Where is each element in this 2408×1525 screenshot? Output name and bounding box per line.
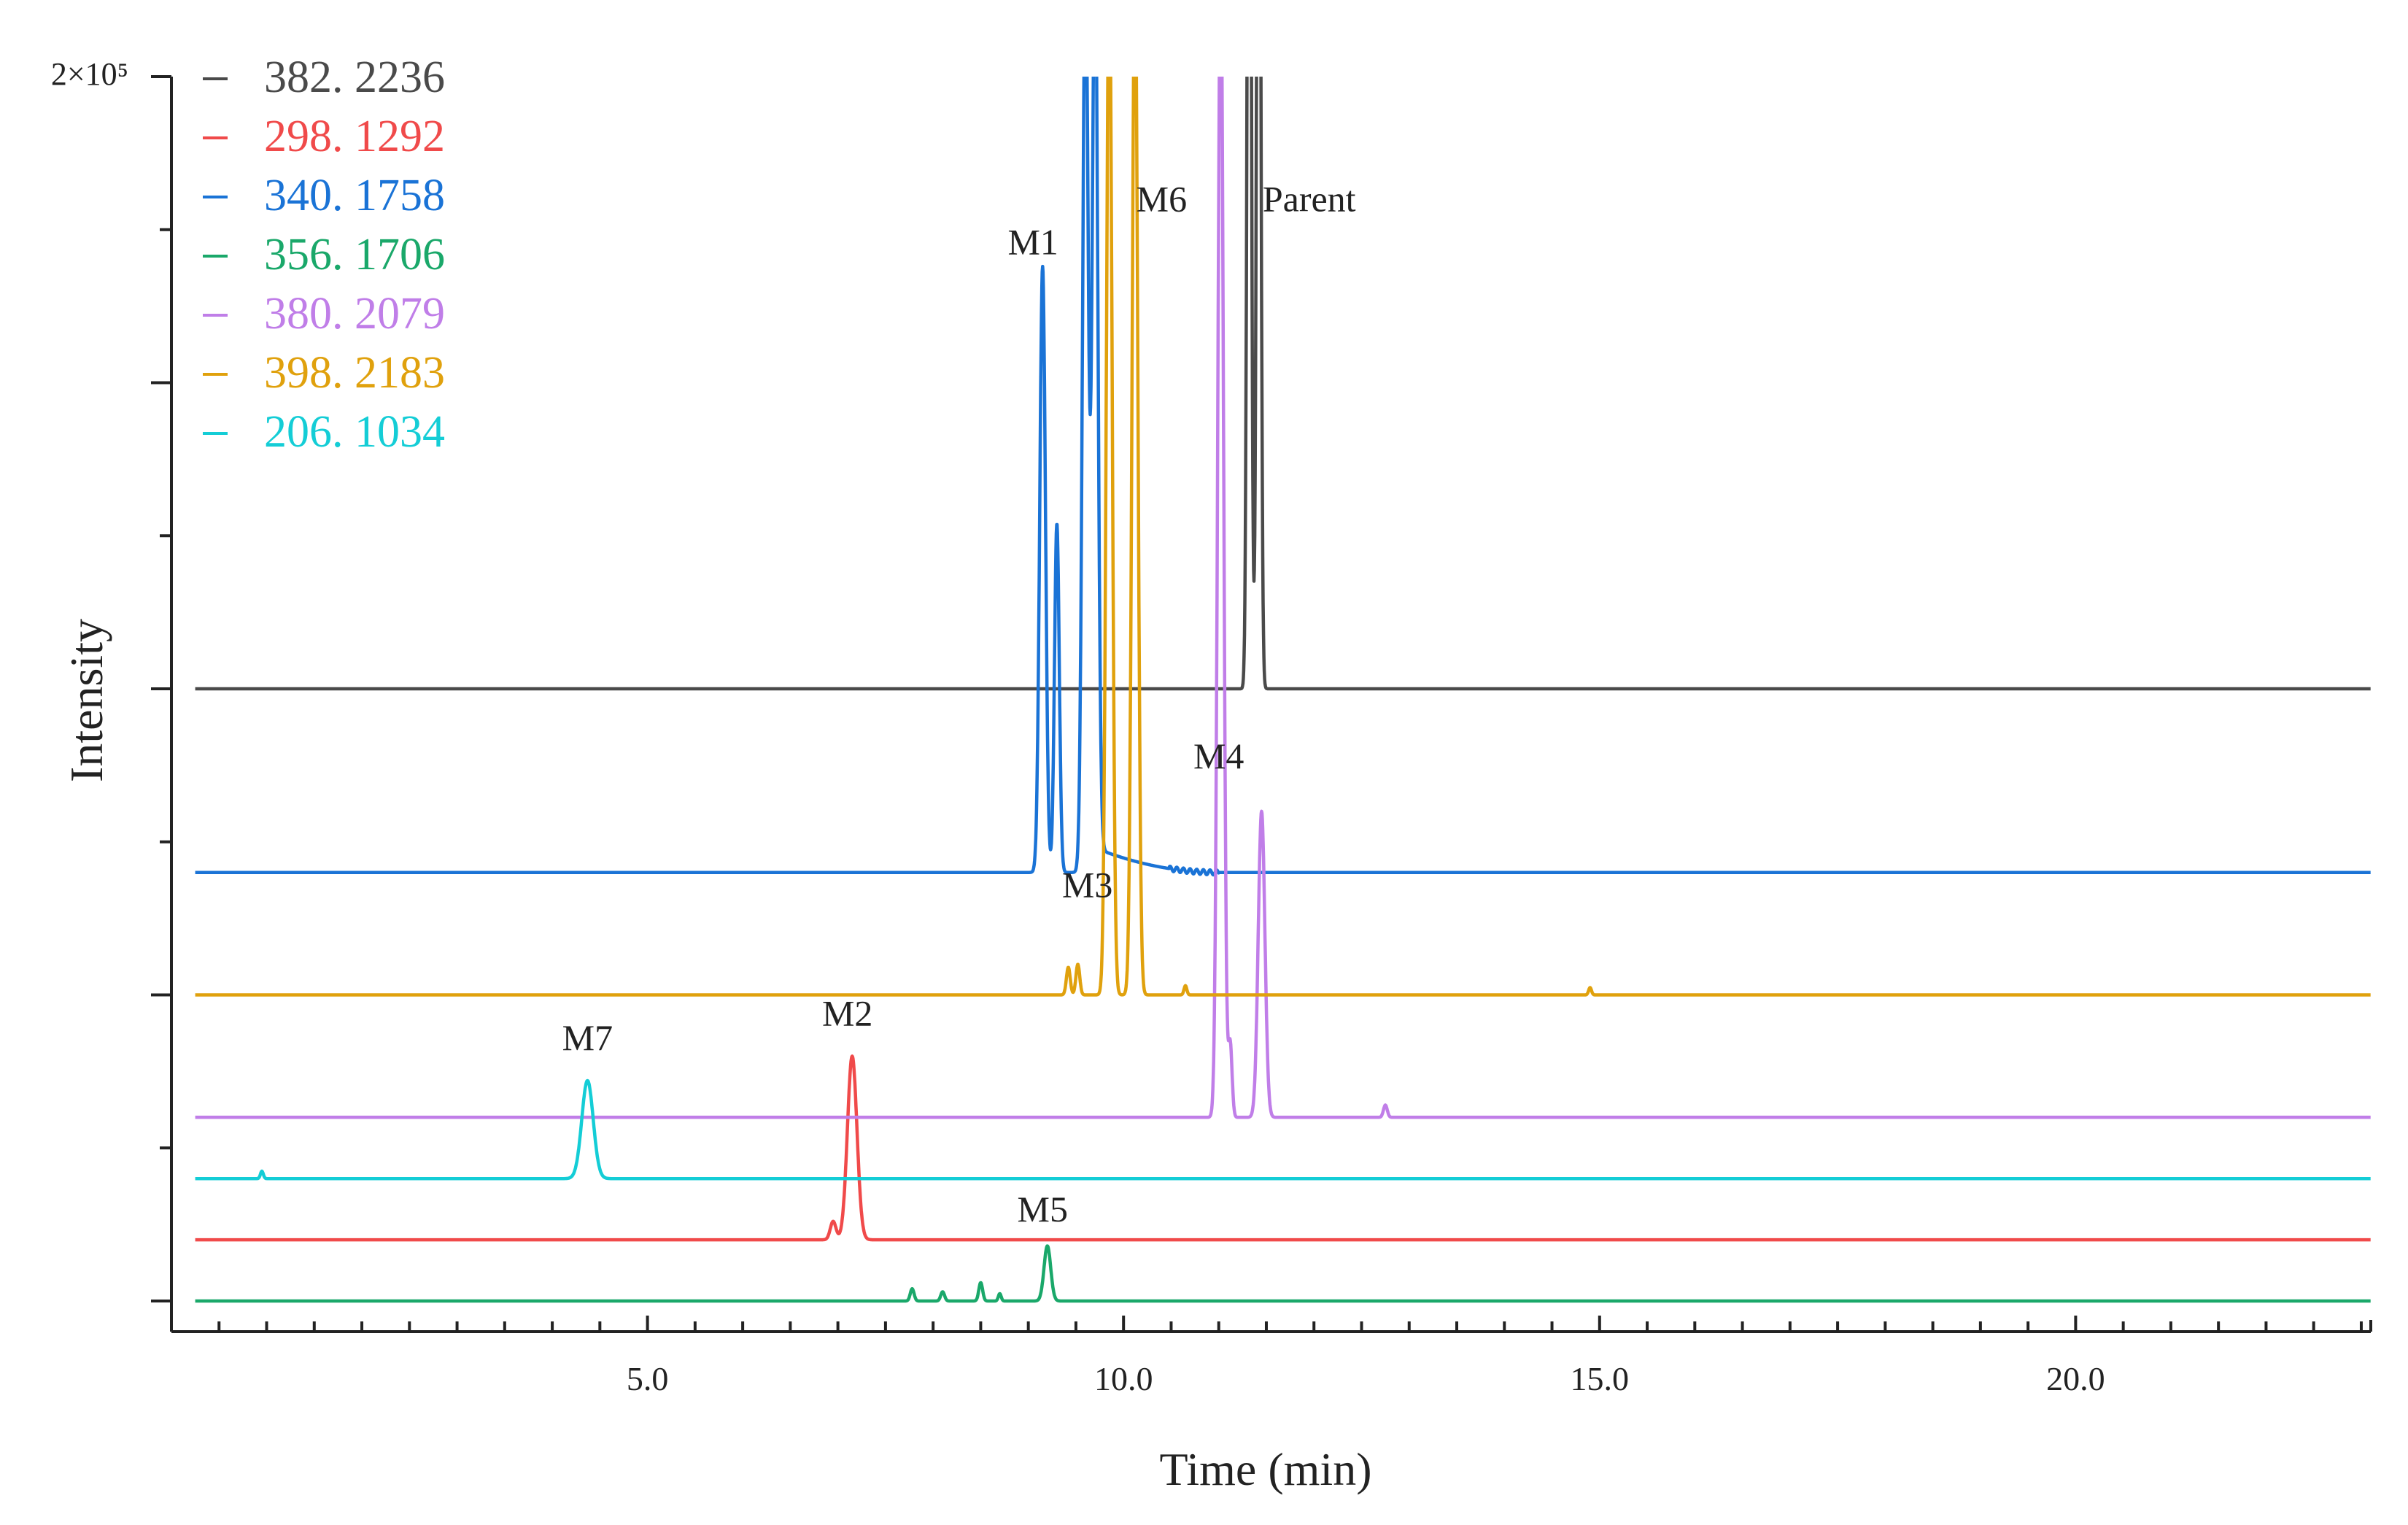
y-tick-label-top: 2×10⁵ — [51, 56, 128, 92]
axes-layer: 5.0 10.0 15.0 20.0 — [151, 75, 2372, 1397]
peak-label: M5 — [1018, 1189, 1068, 1229]
trace-3401758 — [193, 77, 2371, 877]
legend-label: 340. 1758 — [264, 171, 445, 220]
peak-label: M7 — [562, 1017, 613, 1058]
trace-2061034 — [193, 1078, 2371, 1181]
legend-label: 356. 1706 — [264, 230, 445, 279]
x-axis-label: Time (min) — [1160, 1443, 1372, 1495]
legend-label: 382. 2236 — [264, 53, 445, 102]
legend-label: 206. 1034 — [264, 407, 445, 457]
peak-label: M1 — [1007, 221, 1058, 262]
x-tick-label: 10.0 — [1094, 1360, 1153, 1397]
trace-3982183 — [193, 77, 2371, 997]
peak-label: M6 — [1137, 179, 1187, 220]
legend: 382. 2236 298. 1292 340. 1758 356. 1706 380.… — [203, 53, 445, 457]
trace-3802079 — [193, 77, 2371, 1119]
x-tick-label: 5.0 — [627, 1360, 669, 1397]
trace-3561706 — [193, 1244, 2371, 1303]
trace-layer — [193, 77, 2371, 1303]
x-tick-label: 20.0 — [2046, 1360, 2105, 1397]
peak-label: M4 — [1193, 736, 1244, 776]
legend-label: 298. 1292 — [264, 112, 445, 161]
annotation-layer: M1 M6 Parent M4 M3 M7 M2 M5 — [562, 179, 1356, 1229]
legend-label: 398. 2183 — [264, 348, 445, 398]
peak-label: M2 — [822, 992, 872, 1033]
x-tick-label: 15.0 — [1571, 1360, 1630, 1397]
legend-label: 380. 2079 — [264, 289, 445, 339]
trace-3822236 — [193, 77, 2371, 691]
peak-label: M3 — [1062, 864, 1112, 905]
peak-label: Parent — [1263, 179, 1356, 220]
trace-2981292 — [193, 1054, 2371, 1242]
y-axis-label: Intensity — [61, 619, 112, 782]
